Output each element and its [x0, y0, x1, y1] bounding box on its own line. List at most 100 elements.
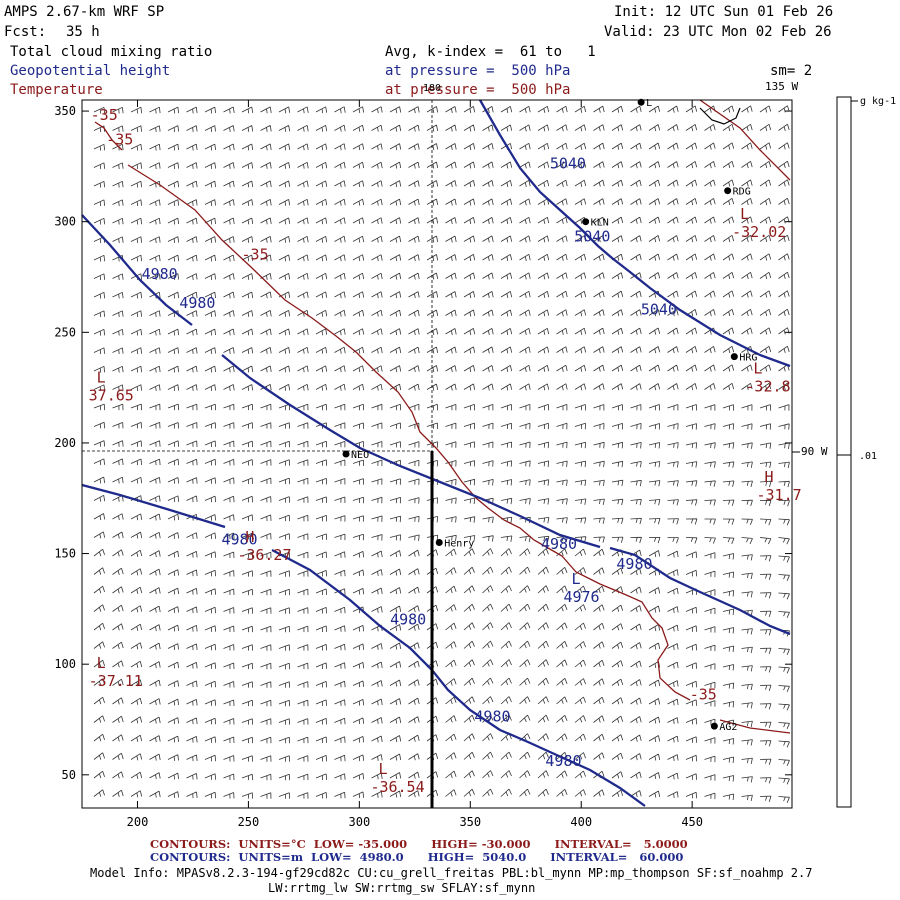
wind-barb [223, 718, 235, 725]
wind-barb [204, 551, 216, 558]
wind-barb [297, 180, 309, 188]
wind-barb [186, 773, 198, 780]
wind-barb [371, 754, 383, 761]
wind-barb [778, 142, 790, 150]
wind-barb [741, 537, 753, 545]
wind-barb [93, 384, 105, 392]
wind-barb [112, 697, 124, 705]
wind-barb [759, 308, 772, 317]
wind-barb [408, 549, 420, 557]
wind-barb [130, 458, 142, 466]
wind-barb [389, 642, 402, 650]
wind-barb [389, 605, 402, 613]
wind-barb [741, 327, 753, 335]
wind-barb [241, 143, 254, 151]
wind-barb [241, 551, 253, 559]
wind-barb [463, 659, 475, 668]
wind-barb [167, 754, 179, 761]
wind-barb [445, 770, 457, 779]
wind-barb [722, 756, 735, 764]
wind-barb [704, 570, 716, 578]
wind-barb [445, 534, 457, 542]
wind-barb [334, 551, 346, 558]
wind-barb [130, 753, 143, 761]
wind-barb [278, 477, 290, 485]
wind-barb [167, 772, 179, 780]
wind-barb [167, 477, 179, 484]
wind-barb [241, 217, 254, 225]
wind-barb [149, 440, 161, 447]
wind-barb [371, 422, 383, 429]
wind-barb [130, 642, 143, 650]
wind-barb [556, 677, 568, 686]
wind-barb [611, 198, 624, 206]
wind-barb [260, 477, 272, 485]
wind-barb [334, 328, 346, 336]
wind-barb [741, 480, 753, 487]
wind-barb [593, 124, 605, 132]
wind-barb [685, 699, 697, 706]
wind-barb [445, 161, 457, 169]
wind-barb [648, 383, 661, 391]
wind-barb [315, 365, 328, 373]
wind-barb [352, 235, 365, 243]
wind-barb [611, 383, 624, 391]
wind-barb [278, 328, 291, 336]
wind-barb [352, 791, 364, 799]
wind-barb [315, 403, 327, 411]
wind-barb [685, 442, 698, 449]
wind-barb [93, 254, 105, 262]
wind-barb [204, 254, 216, 262]
wind-barb [112, 291, 124, 299]
wind-barb [593, 622, 605, 631]
wind-barb [93, 789, 105, 797]
wind-barb [519, 383, 531, 391]
wind-barb [149, 753, 161, 761]
height-contour-info: CONTOURS: UNITS=m LOW= 4980.0 HIGH= 5040… [150, 850, 684, 864]
wind-barb [260, 755, 272, 762]
wind-barb [186, 384, 198, 391]
wind-barb [463, 733, 475, 742]
wind-barb [371, 550, 383, 558]
wind-barb [278, 143, 291, 151]
wind-barb [149, 661, 161, 669]
wind-barb [334, 496, 346, 503]
wind-barb [685, 537, 698, 544]
wind-barb [130, 180, 142, 188]
wind-barb [722, 308, 735, 317]
wind-barb [537, 422, 549, 430]
wind-barb [223, 106, 235, 114]
wind-barb [574, 548, 586, 557]
wind-barb [352, 569, 364, 577]
wind-barb [149, 790, 161, 798]
wind-barb [186, 254, 198, 262]
wind-barb [759, 142, 772, 150]
wind-barb [463, 585, 475, 594]
wind-barb [685, 105, 698, 113]
wind-barb [519, 603, 531, 612]
height-contour-label: 5040 [574, 228, 610, 246]
wind-barb [648, 716, 661, 724]
wind-barb [408, 497, 420, 504]
wind-barb [130, 586, 143, 594]
wind-barb [611, 623, 624, 631]
wind-barb [463, 478, 476, 486]
wind-barb [482, 603, 494, 612]
wind-barb [500, 751, 512, 760]
wind-barb [112, 623, 124, 631]
wind-barb [574, 235, 587, 243]
wind-barb [482, 640, 494, 649]
wind-barb [315, 644, 327, 651]
wind-barb [315, 607, 327, 614]
wind-barb [204, 643, 216, 651]
wind-barb [722, 608, 735, 616]
wind-barb [556, 124, 568, 132]
wind-barb [93, 106, 105, 114]
wind-barb [223, 347, 235, 354]
wind-barb [482, 422, 494, 430]
wind-barb [112, 771, 124, 779]
wind-barb [445, 383, 457, 391]
wind-barb [260, 291, 272, 299]
height-contour-label: 4980 [545, 752, 581, 770]
wind-barb [149, 513, 161, 521]
